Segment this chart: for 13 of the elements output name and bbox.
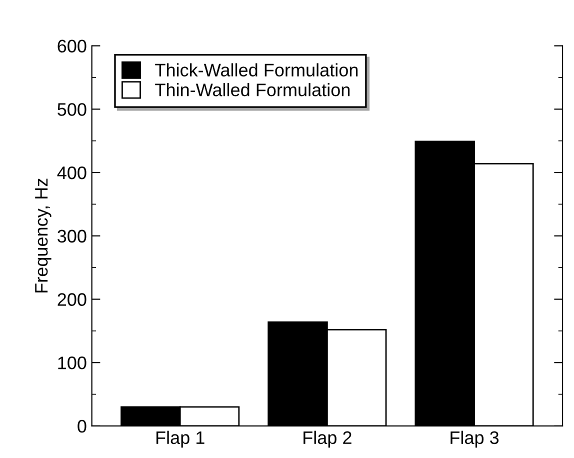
y-tick-label: 200 [58, 293, 86, 306]
y-tick-label: 400 [57, 166, 86, 180]
y-tick-label: 600 [58, 40, 86, 53]
y-tick-label: 100 [58, 356, 86, 370]
x-tick-label: Flap 2 [304, 430, 352, 448]
y-tick-label: 0 [78, 420, 86, 433]
x-tick-label: Flap 3 [450, 430, 499, 448]
y-axis-title: Frequency, Hz [35, 178, 52, 292]
legend-label: Thin-Walled Formulation [155, 83, 350, 96]
y-tick-label: 500 [58, 103, 86, 116]
x-tick-label: Flap 1 [156, 430, 204, 448]
y-tick-label: 300 [58, 230, 86, 243]
legend-label: Thick-Walled Formulation [155, 63, 358, 76]
